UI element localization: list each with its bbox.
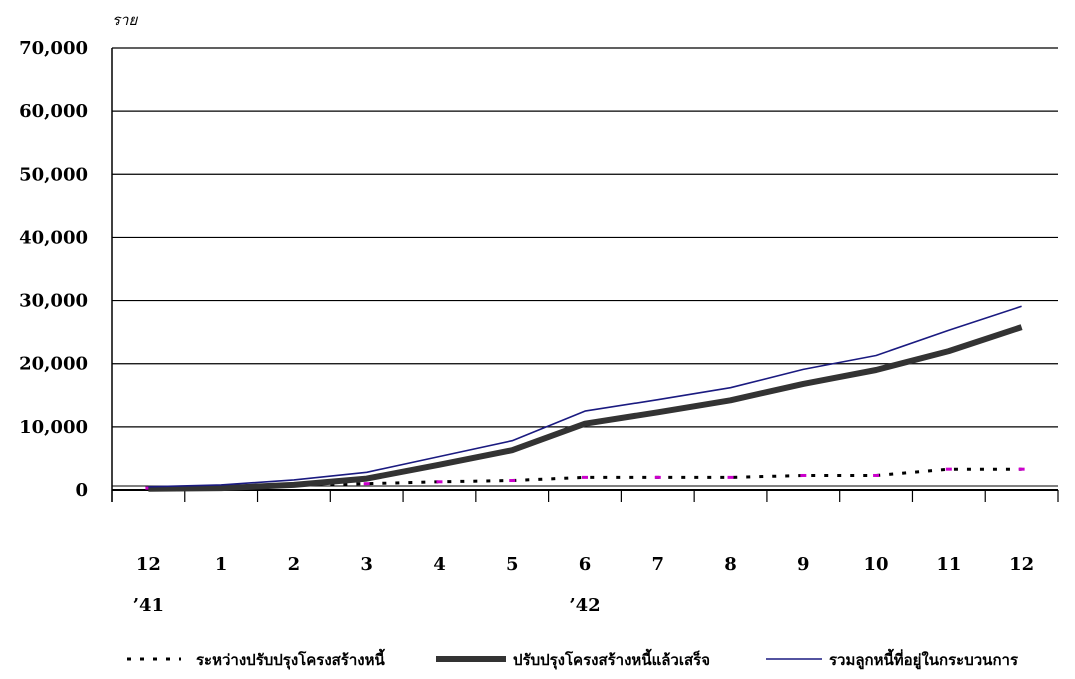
x-tick-label: 8 [724,554,737,575]
y-tick-label: 60,000 [19,101,88,122]
x-tick-label: 5 [506,554,519,575]
x-tick-label: 9 [797,554,810,575]
axes [111,48,1059,502]
data-point [145,486,152,490]
x-tick-label: 12 [1009,554,1034,575]
series-line [148,305,1022,488]
x-tick-label: 11 [936,554,961,575]
data-point [873,473,880,477]
y-tick-label: 40,000 [19,227,88,248]
data-point [363,482,370,486]
legend-label: รวมลูกหนี้ที่อยู่ในกระบวนการ [829,648,1019,670]
series-lines [145,305,1025,492]
y-tick-label: 30,000 [19,291,88,312]
x-tick-label: 7 [652,554,665,575]
y-tick-label: 70,000 [19,38,88,59]
x-tick-label: 10 [864,554,889,575]
y-axis-unit-label: ราย [112,11,138,29]
data-point [1018,467,1025,471]
y-tick-label: 20,000 [19,354,88,375]
data-point [727,475,734,479]
x-year-label: ’42 [569,595,600,616]
data-point [654,475,661,479]
legend: ระหว่างปรับปรุงโครงสร้างหนี้ ปรับปรุงโครง… [127,648,1019,670]
x-year-label: ’41 [133,595,164,616]
x-tick-label: 6 [579,554,592,575]
data-point [436,480,443,484]
x-tick-label: 3 [360,554,373,575]
legend-label: ระหว่างปรับปรุงโครงสร้างหนี้ [196,648,385,670]
x-tick-label: 12 [136,554,161,575]
axis-labels: 0 10,000 20,000 30,000 40,000 50,000 60,000 70,… [19,38,1034,616]
y-tick-label: 0 [75,480,88,501]
y-tick-label: 50,000 [19,164,88,185]
x-tick-label: 1 [215,554,228,575]
gridlines [112,47,1058,491]
data-point [800,473,807,477]
data-point [509,479,516,483]
data-point [582,475,588,479]
x-tick-label: 4 [433,554,446,575]
x-tick-label: 2 [288,554,301,575]
series-line [148,324,1023,492]
data-point [945,467,952,471]
legend-label: ปรับปรุงโครงสร้างหนี้แล้วเสร็จ [513,648,710,670]
y-tick-label: 10,000 [19,417,88,438]
